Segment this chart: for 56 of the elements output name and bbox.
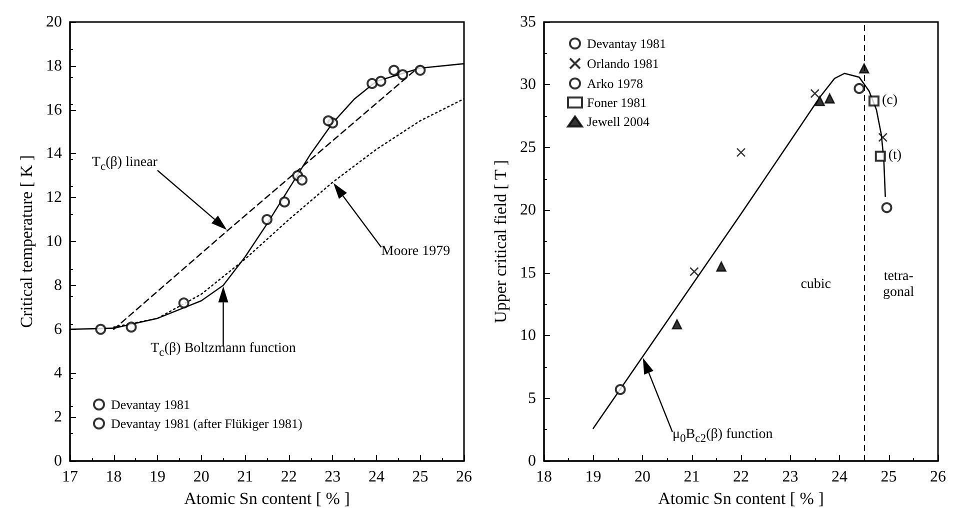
legend-label: Devantay 1981 (after Flükiger 1981) bbox=[111, 416, 302, 431]
y-tick-label: 35 bbox=[520, 14, 536, 30]
x-tick-label: 19 bbox=[585, 468, 602, 486]
annotation: tetra- gonal bbox=[883, 269, 914, 302]
y-tick-label: 25 bbox=[520, 138, 536, 156]
annotation: cubic bbox=[800, 277, 832, 294]
y-tick-label: 0 bbox=[54, 452, 62, 470]
y-tick-label: 20 bbox=[520, 202, 536, 219]
x-tick-label: 22 bbox=[733, 468, 749, 486]
x-tick-label: 22 bbox=[280, 468, 297, 486]
x-tick-label: 23 bbox=[324, 468, 341, 486]
y-tick-label: 16 bbox=[46, 101, 62, 118]
x-tick-label: 24 bbox=[368, 468, 384, 486]
x-tick-label: 26 bbox=[930, 468, 946, 486]
annotation: T$_{c}$(β) linear bbox=[92, 155, 158, 176]
x-tick-label: 17 bbox=[62, 468, 78, 486]
annotation: μ$_{0}$B$_{c2}$(β) function bbox=[672, 427, 773, 447]
x-tick-label: 20 bbox=[193, 468, 210, 486]
legend-label: Arko 1978 bbox=[587, 76, 643, 91]
y-tick-label: 12 bbox=[46, 189, 62, 206]
x-tick-label: 23 bbox=[782, 468, 798, 486]
y-tick-label: 4 bbox=[54, 364, 62, 382]
y-tick-label: 20 bbox=[46, 14, 62, 30]
x-tick-label: 26 bbox=[456, 468, 472, 486]
y-tick-label: 18 bbox=[46, 57, 62, 74]
y-tick-label: 5 bbox=[528, 390, 536, 407]
x-tick-label: 21 bbox=[237, 468, 254, 486]
x-tick-label: 18 bbox=[106, 468, 122, 486]
y-axis-title: Critical temperature [ K ] bbox=[17, 155, 36, 328]
y-tick-label: 14 bbox=[46, 145, 62, 162]
annotation: (c) bbox=[882, 93, 898, 110]
x-tick-label: 19 bbox=[150, 468, 166, 486]
y-tick-label: 30 bbox=[520, 76, 536, 94]
y-tick-label: 0 bbox=[528, 452, 536, 470]
y-axis-title: Upper critical field [ T ] bbox=[491, 160, 510, 324]
y-tick-label: 2 bbox=[54, 408, 62, 426]
annotation: (t) bbox=[888, 148, 902, 164]
legend-label: Jewell 2004 bbox=[587, 114, 650, 129]
legend-label: Devantay 1981 bbox=[111, 397, 190, 412]
legend-label: Orlando 1981 bbox=[587, 56, 659, 71]
x-tick-label: 25 bbox=[880, 468, 897, 486]
legend-label: Foner 1981 bbox=[587, 95, 647, 110]
x-axis-title: Atomic Sn content [ % ] bbox=[184, 488, 350, 508]
y-tick-label: 15 bbox=[520, 264, 536, 282]
y-tick-label: 6 bbox=[54, 320, 62, 338]
annotation: T$_{c}$(β) Boltzmann function bbox=[150, 340, 296, 360]
x-tick-label: 20 bbox=[634, 468, 650, 486]
y-tick-label: 10 bbox=[46, 233, 62, 250]
x-tick-label: 24 bbox=[832, 468, 848, 486]
y-tick-label: 10 bbox=[520, 327, 536, 344]
x-tick-label: 21 bbox=[684, 468, 700, 486]
x-tick-label: 25 bbox=[412, 468, 428, 486]
y-tick-label: 8 bbox=[54, 276, 62, 294]
legend-label: Devantay 1981 bbox=[587, 36, 666, 51]
x-axis-title: Atomic Sn content [ % ] bbox=[658, 488, 824, 508]
annotation: Moore 1979 bbox=[381, 244, 450, 260]
